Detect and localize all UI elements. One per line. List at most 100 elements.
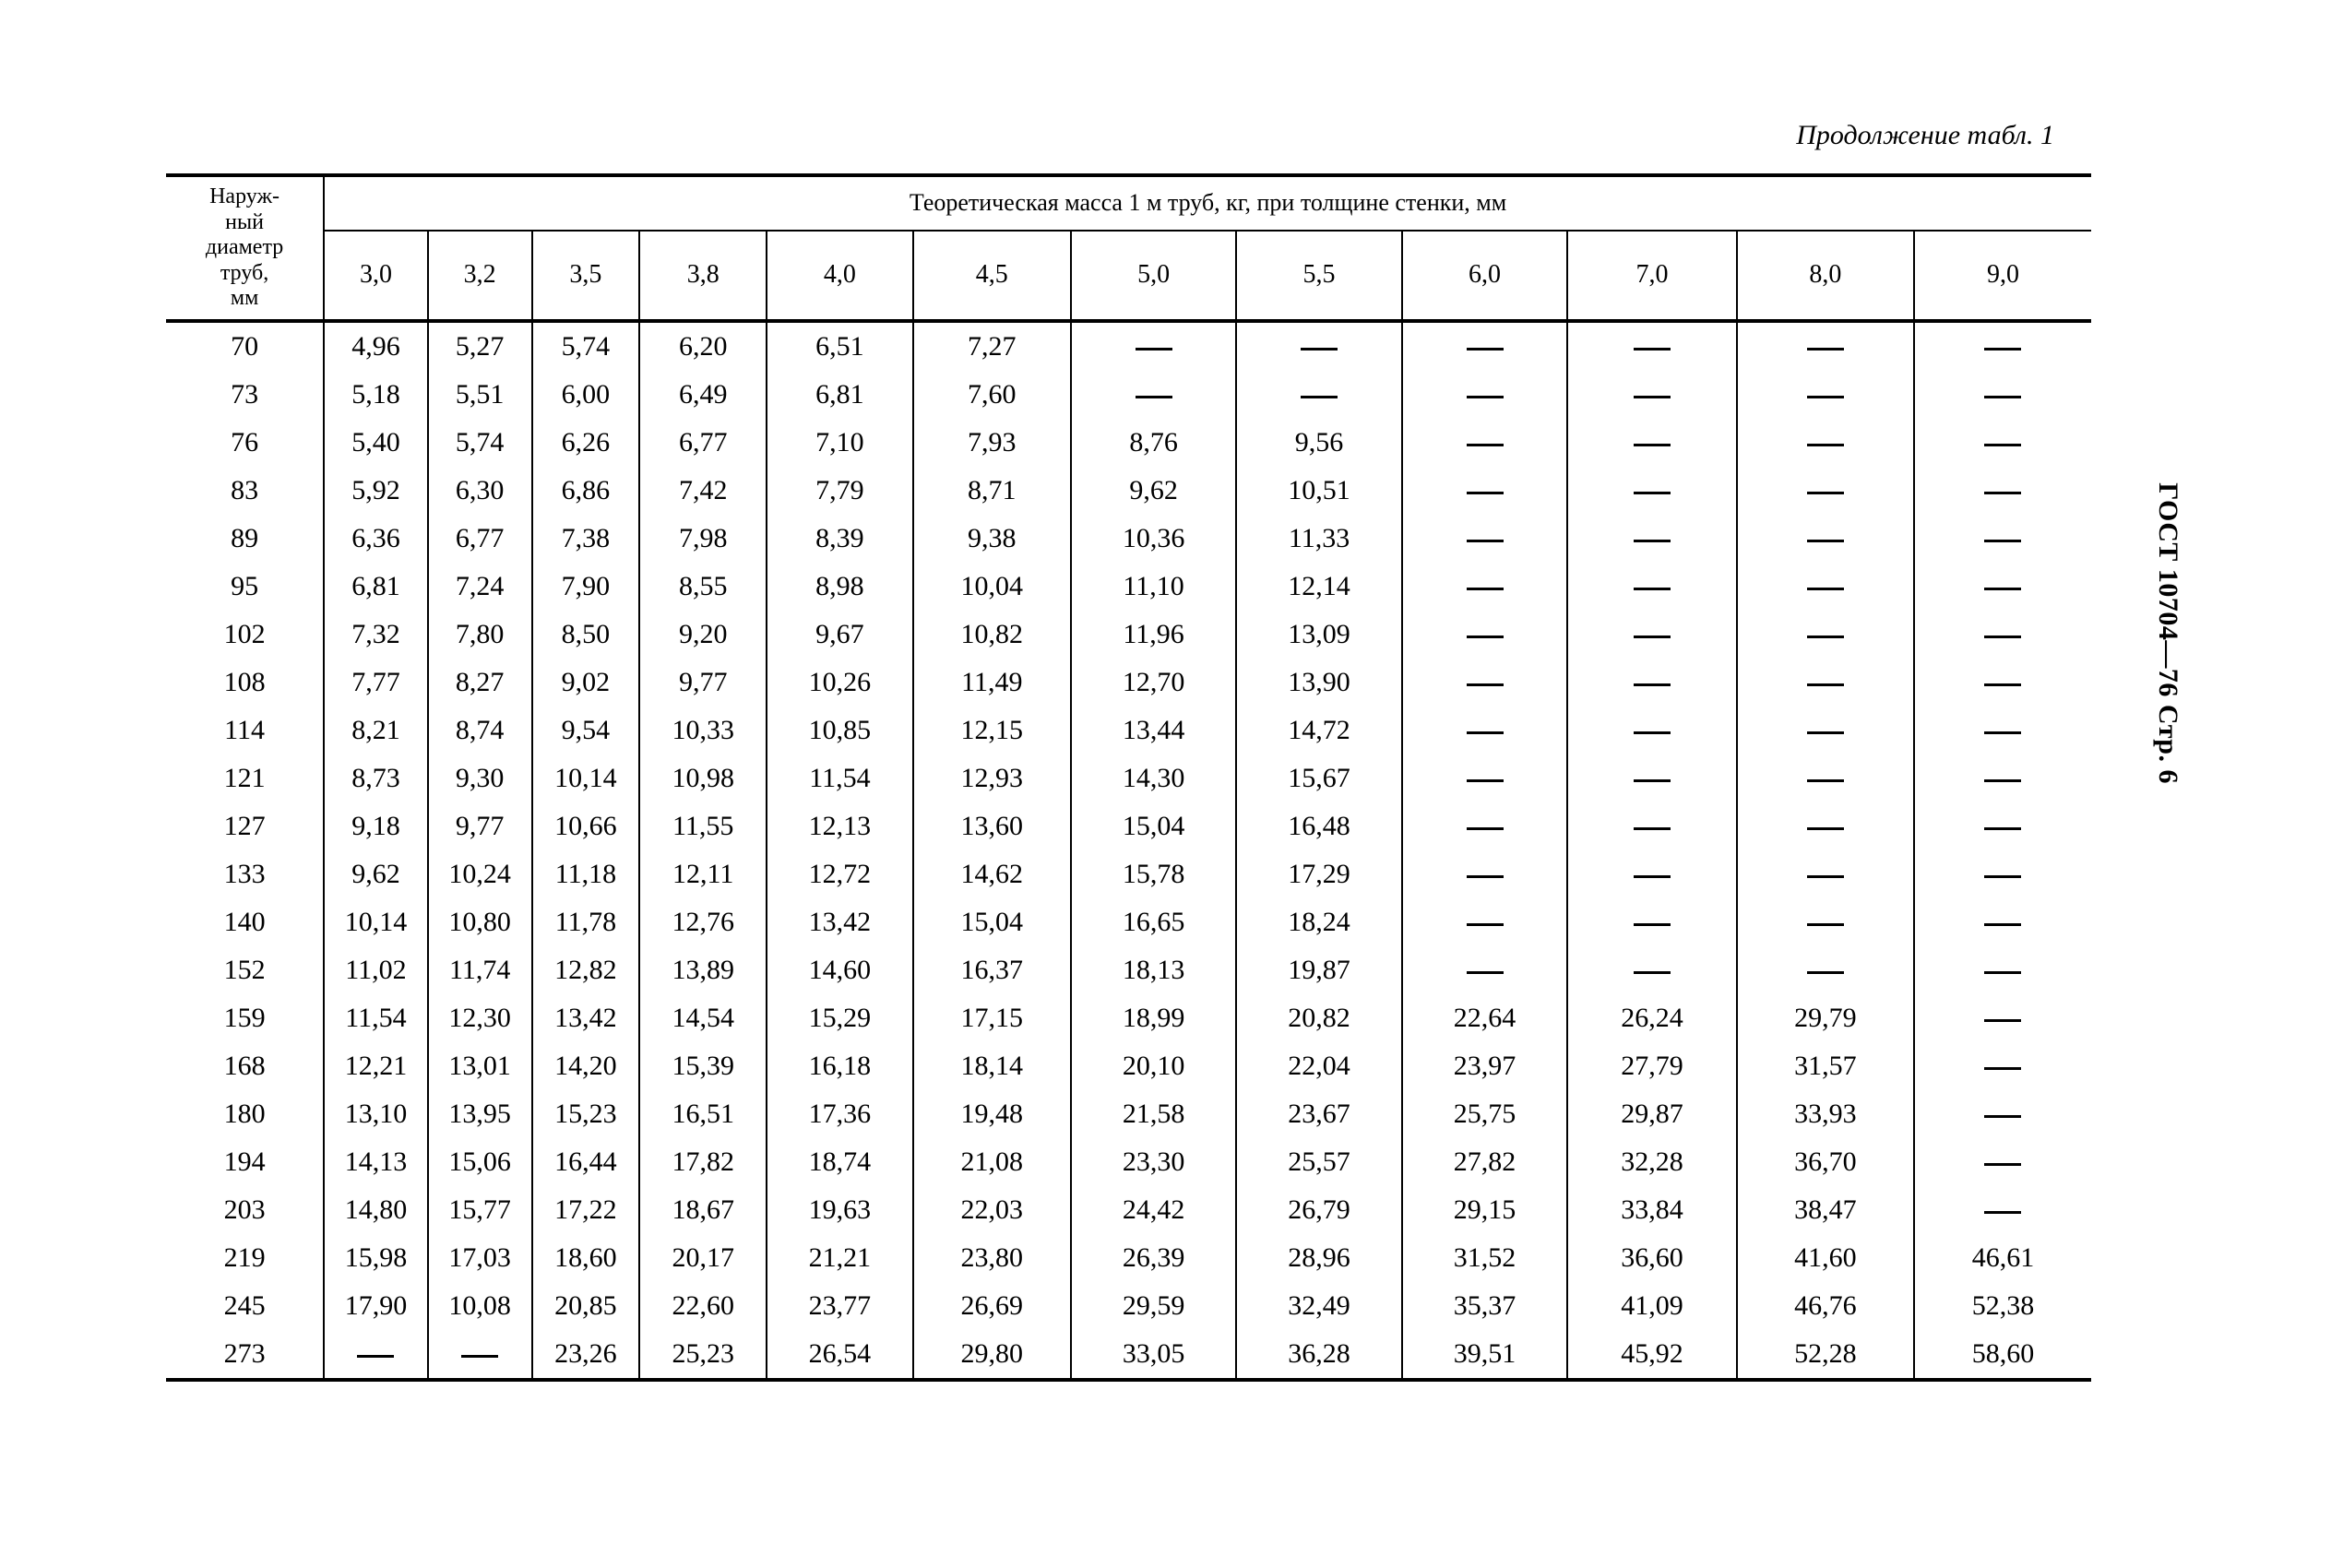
mass-cell: 10,51 (1236, 467, 1401, 515)
mass-cell (1914, 707, 2091, 754)
diameter-cell: 168 (166, 1042, 324, 1090)
mass-cell: 8,74 (428, 707, 532, 754)
dash-icon (1634, 827, 1671, 830)
mass-cell: 22,64 (1402, 994, 1567, 1042)
table-row: 896,366,777,387,988,399,3810,3611,33 (166, 515, 2091, 563)
mass-cell: 19,87 (1236, 946, 1401, 994)
mass-cell: 5,74 (428, 419, 532, 467)
mass-cell (1737, 371, 1914, 419)
mass-cell: 15,67 (1236, 754, 1401, 802)
diameter-cell: 245 (166, 1282, 324, 1330)
mass-cell (1914, 371, 2091, 419)
mass-cell (1402, 419, 1567, 467)
mass-cell: 19,63 (767, 1186, 913, 1234)
mass-cell: 12,21 (324, 1042, 428, 1090)
mass-cell: 14,72 (1236, 707, 1401, 754)
mass-cell: 6,81 (324, 563, 428, 611)
mass-cell: 10,14 (324, 898, 428, 946)
mass-cell (1402, 707, 1567, 754)
mass-cell: 15,23 (532, 1090, 640, 1138)
mass-cell (1914, 563, 2091, 611)
mass-cell (1567, 946, 1737, 994)
table-row: 15911,5412,3013,4214,5415,2917,1518,9920… (166, 994, 2091, 1042)
mass-cell: 8,71 (913, 467, 1071, 515)
mass-cell (1402, 850, 1567, 898)
mass-cell (1567, 563, 1737, 611)
mass-cell (1071, 371, 1236, 419)
mass-cell: 24,42 (1071, 1186, 1236, 1234)
dash-icon (1634, 683, 1671, 686)
mass-cell (1914, 321, 2091, 371)
mass-cell: 5,51 (428, 371, 532, 419)
dash-icon (1467, 779, 1504, 782)
mass-cell: 8,98 (767, 563, 913, 611)
mass-cell: 58,60 (1914, 1330, 2091, 1380)
mass-cell: 6,36 (324, 515, 428, 563)
mass-cell (1567, 898, 1737, 946)
mass-cell: 13,10 (324, 1090, 428, 1138)
mass-cell: 10,36 (1071, 515, 1236, 563)
mass-cell: 21,21 (767, 1234, 913, 1282)
mass-cell: 9,62 (324, 850, 428, 898)
mass-cell: 36,70 (1737, 1138, 1914, 1186)
mass-cell: 11,55 (639, 802, 767, 850)
dash-icon (1634, 348, 1671, 350)
mass-cell: 16,37 (913, 946, 1071, 994)
mass-cell (1914, 1138, 2091, 1186)
mass-cell: 18,99 (1071, 994, 1236, 1042)
mass-cell: 33,84 (1567, 1186, 1737, 1234)
dash-icon (1467, 492, 1504, 494)
mass-cell (1737, 611, 1914, 659)
mass-cell: 32,28 (1567, 1138, 1737, 1186)
mass-cell: 12,15 (913, 707, 1071, 754)
mass-cell: 41,60 (1737, 1234, 1914, 1282)
mass-cell: 52,28 (1737, 1330, 1914, 1380)
dash-icon (1807, 779, 1844, 782)
dash-icon (1136, 348, 1172, 350)
mass-cell: 23,97 (1402, 1042, 1567, 1090)
dash-icon (1984, 1019, 2021, 1022)
mass-cell: 21,58 (1071, 1090, 1236, 1138)
mass-cell: 5,27 (428, 321, 532, 371)
mass-cell (1402, 659, 1567, 707)
mass-cell (1914, 1186, 2091, 1234)
table-row: 18013,1013,9515,2316,5117,3619,4821,5823… (166, 1090, 2091, 1138)
col-thickness: 3,0 (324, 231, 428, 321)
mass-cell: 13,89 (639, 946, 767, 994)
diameter-cell: 159 (166, 994, 324, 1042)
mass-cell (1914, 1090, 2091, 1138)
dash-icon (1984, 731, 2021, 734)
mass-cell (1737, 659, 1914, 707)
mass-cell: 16,48 (1236, 802, 1401, 850)
mass-cell (1914, 850, 2091, 898)
col-thickness: 3,5 (532, 231, 640, 321)
mass-cell: 10,08 (428, 1282, 532, 1330)
mass-cell: 11,96 (1071, 611, 1236, 659)
dash-icon (1807, 923, 1844, 926)
mass-cell (1567, 371, 1737, 419)
mass-cell (1914, 1042, 2091, 1090)
mass-cell (1737, 563, 1914, 611)
table-row: 765,405,746,266,777,107,938,769,56 (166, 419, 2091, 467)
dash-icon (1984, 1211, 2021, 1214)
mass-cell: 16,44 (532, 1138, 640, 1186)
mass-cell (1737, 754, 1914, 802)
mass-cell (1402, 754, 1567, 802)
table-row: 1279,189,7710,6611,5512,1313,6015,0416,4… (166, 802, 2091, 850)
mass-cell: 31,57 (1737, 1042, 1914, 1090)
mass-cell: 10,26 (767, 659, 913, 707)
mass-cell: 9,62 (1071, 467, 1236, 515)
mass-cell: 15,04 (913, 898, 1071, 946)
mass-cell: 29,15 (1402, 1186, 1567, 1234)
mass-cell: 6,49 (639, 371, 767, 419)
dash-icon (1807, 875, 1844, 878)
mass-cell (1737, 419, 1914, 467)
table-row: 1027,327,808,509,209,6710,8211,9613,09 (166, 611, 2091, 659)
mass-cell: 9,30 (428, 754, 532, 802)
mass-cell (1402, 321, 1567, 371)
mass-cell: 17,82 (639, 1138, 767, 1186)
mass-cell: 9,20 (639, 611, 767, 659)
dash-icon (1984, 1163, 2021, 1166)
mass-cell (1567, 467, 1737, 515)
mass-cell: 27,82 (1402, 1138, 1567, 1186)
